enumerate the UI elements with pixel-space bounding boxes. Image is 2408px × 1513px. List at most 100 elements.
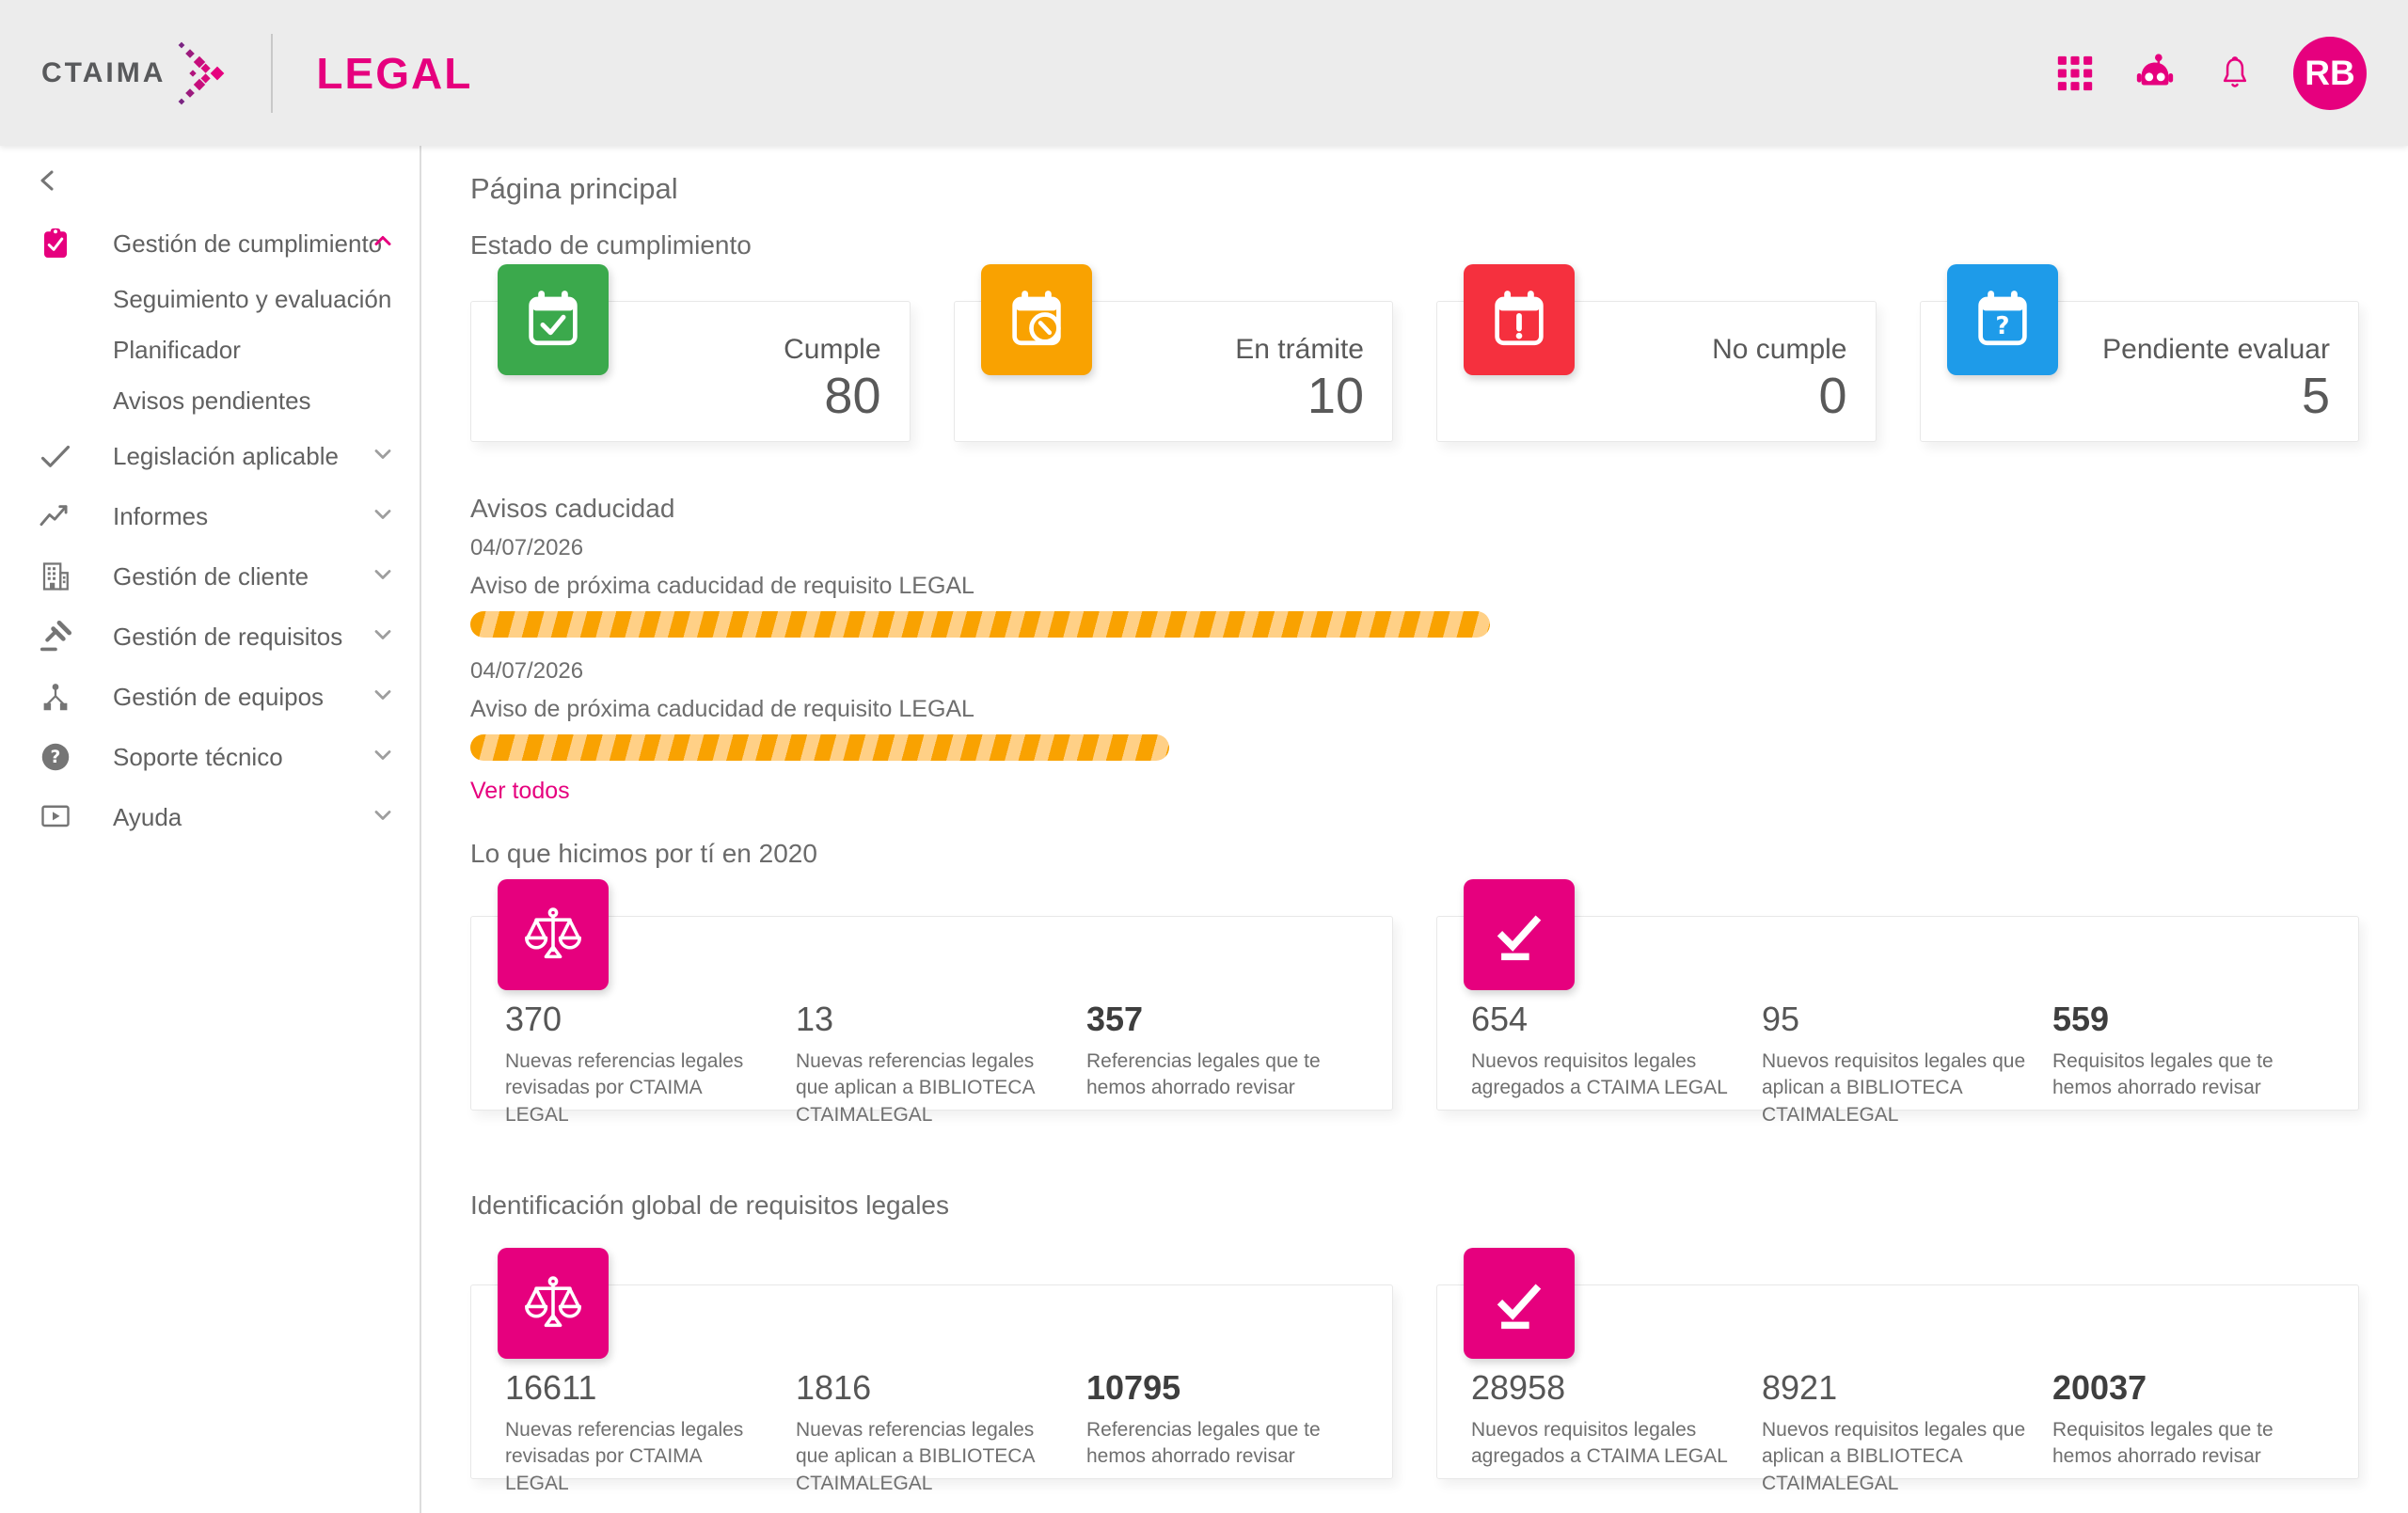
stat-card-referencias-global: 16611 Nuevas referencias legales revisad… bbox=[470, 1248, 1393, 1494]
estado-card-value-block: Cumple 80 bbox=[784, 334, 880, 423]
estado-card-value-block: Pendiente evaluar 5 bbox=[2102, 334, 2330, 423]
estado-cards-row: Cumple 80 bbox=[470, 264, 2359, 442]
stats-row: 16611 Nuevas referencias legales revisad… bbox=[471, 1285, 1392, 1497]
sidebar-item-planificador[interactable]: Planificador bbox=[0, 324, 420, 375]
estado-card-cumple[interactable]: Cumple 80 bbox=[470, 264, 911, 442]
sidebar-item-label: Ayuda bbox=[113, 802, 182, 831]
main-content: Página principal Estado de cumplimiento bbox=[421, 146, 2408, 1513]
stat-desc: Nuevas referencias legales revisadas por… bbox=[505, 1050, 744, 1126]
sidebar-item-legislacion-aplicable[interactable]: Legislación aplicable bbox=[0, 426, 420, 486]
stat-item: 10795 Referencias legales que te hemos a… bbox=[1086, 1368, 1377, 1497]
stat-desc: Nuevos requisitos legales que aplican a … bbox=[1762, 1050, 2026, 1126]
building-icon bbox=[38, 559, 73, 593]
avisos-heading: Avisos caducidad bbox=[470, 494, 675, 523]
stats-row: 654 Nuevos requisitos legales agregados … bbox=[1437, 917, 2358, 1128]
stat-value: 95 bbox=[1762, 1000, 1800, 1038]
check-underline-icon bbox=[1464, 879, 1575, 990]
stat-card-requisitos-global: 28958 Nuevos requisitos legales agregado… bbox=[1436, 1248, 2359, 1494]
sidebar-nav: Gestión de cumplimiento Seguimiento y ev… bbox=[0, 213, 420, 847]
sidebar-item-seguimiento-evaluacion[interactable]: Seguimiento y evaluación bbox=[0, 274, 420, 324]
big-cards-row-global: 16611 Nuevas referencias legales revisad… bbox=[470, 1248, 2359, 1494]
apps-grid-icon[interactable] bbox=[2056, 55, 2094, 92]
stat-desc: Nuevas referencias legales que aplican a… bbox=[796, 1419, 1035, 1494]
aviso-progress-bar bbox=[470, 734, 1169, 761]
sidebar-item-label: Legislación aplicable bbox=[113, 441, 339, 470]
chevron-up-icon bbox=[371, 229, 395, 259]
stat-value: 10795 bbox=[1086, 1368, 1181, 1407]
estado-card-count: 0 bbox=[1818, 368, 1847, 424]
help-circle-icon: ? bbox=[38, 740, 73, 774]
estado-card-value-block: No cumple 0 bbox=[1712, 334, 1846, 423]
sidebar-item-gestion-requisitos[interactable]: Gestión de requisitos bbox=[0, 607, 420, 667]
stat-desc: Nuevos requisitos legales que aplican a … bbox=[1762, 1419, 2026, 1494]
stat-desc: Nuevos requisitos legales agregados a CT… bbox=[1471, 1419, 1728, 1468]
chevron-down-icon bbox=[371, 743, 395, 772]
sidebar-item-gestion-cumplimiento[interactable]: Gestión de cumplimiento bbox=[0, 213, 420, 274]
aviso-text: Aviso de próxima caducidad de requisito … bbox=[470, 573, 974, 599]
stat-desc: Nuevos requisitos legales agregados a CT… bbox=[1471, 1050, 1728, 1099]
sidebar-item-informes[interactable]: Informes bbox=[0, 486, 420, 546]
gavel-icon bbox=[38, 619, 73, 654]
aviso-progress-bar bbox=[470, 611, 1491, 638]
stat-item: 95 Nuevos requisitos legales que aplican… bbox=[1762, 1000, 2052, 1128]
sidebar-item-gestion-equipos[interactable]: Gestión de equipos bbox=[0, 667, 420, 727]
sidebar-item-label: Informes bbox=[113, 501, 209, 530]
calendar-clock-icon bbox=[980, 264, 1092, 375]
sidebar-item-soporte-tecnico[interactable]: ? Soporte técnico bbox=[0, 727, 420, 787]
page-title: Página principal bbox=[470, 172, 678, 205]
stat-card-requisitos-2020: 654 Nuevos requisitos legales agregados … bbox=[1436, 879, 2359, 1126]
check-underline-icon bbox=[1464, 1248, 1575, 1359]
brand-divider bbox=[271, 33, 274, 113]
sidebar-subitem-label: Seguimiento y evaluación bbox=[113, 284, 392, 313]
chevron-down-icon bbox=[371, 442, 395, 471]
sidebar-item-label: Gestión de cliente bbox=[113, 561, 309, 591]
estado-card-label: Cumple bbox=[784, 334, 881, 365]
sidebar-item-label: Gestión de equipos bbox=[113, 682, 325, 711]
stat-value: 654 bbox=[1471, 1000, 1529, 1038]
stat-item: 8921 Nuevos requisitos legales que aplic… bbox=[1762, 1368, 2052, 1497]
stat-item: 16611 Nuevas referencias legales revisad… bbox=[505, 1368, 796, 1497]
sidebar-collapse-button[interactable] bbox=[32, 165, 64, 197]
sidebar-item-avisos-pendientes[interactable]: Avisos pendientes bbox=[0, 375, 420, 426]
avatar-initials: RB bbox=[2305, 53, 2355, 92]
stat-value: 13 bbox=[796, 1000, 834, 1038]
chevron-down-icon bbox=[371, 502, 395, 531]
aviso-item: 04/07/2026 Aviso de próxima caducidad de… bbox=[470, 535, 2359, 638]
estado-card-pendiente-evaluar[interactable]: ? Pendiente evaluar 5 bbox=[1919, 264, 2359, 442]
calendar-check-icon bbox=[498, 264, 609, 375]
company-logo-text: CTAIMA bbox=[41, 56, 166, 88]
sidebar-item-gestion-cliente[interactable]: Gestión de cliente bbox=[0, 546, 420, 607]
stat-item: 13 Nuevas referencias legales que aplica… bbox=[796, 1000, 1086, 1128]
estado-card-no-cumple[interactable]: No cumple 0 bbox=[1436, 264, 1877, 442]
assistant-robot-icon[interactable] bbox=[2133, 52, 2177, 95]
stat-item: 1816 Nuevas referencias legales que apli… bbox=[796, 1368, 1086, 1497]
estado-card-en-tramite[interactable]: En trámite 10 bbox=[953, 264, 1393, 442]
header-actions: RB bbox=[2056, 36, 2367, 110]
check-icon bbox=[38, 438, 73, 474]
estado-card-count: 5 bbox=[2301, 368, 2330, 424]
chevron-down-icon bbox=[371, 623, 395, 652]
scales-icon bbox=[498, 879, 609, 990]
scales-icon bbox=[498, 1248, 609, 1359]
stat-desc: Requisitos legales que te hemos ahorrado… bbox=[2052, 1419, 2273, 1468]
notifications-bell-icon[interactable] bbox=[2216, 53, 2254, 94]
ver-todos-link[interactable]: Ver todos bbox=[470, 778, 570, 804]
video-help-icon bbox=[38, 800, 73, 834]
sidebar-item-ayuda[interactable]: Ayuda bbox=[0, 787, 420, 847]
stat-value: 8921 bbox=[1762, 1368, 1838, 1407]
estado-card-label: En trámite bbox=[1235, 334, 1364, 365]
stat-desc: Nuevas referencias legales que aplican a… bbox=[796, 1050, 1035, 1126]
chevron-down-icon bbox=[371, 683, 395, 712]
stat-item: 559 Requisitos legales que te hemos ahor… bbox=[2052, 1000, 2343, 1128]
svg-text:?: ? bbox=[1995, 312, 2009, 340]
stat-item: 370 Nuevas referencias legales revisadas… bbox=[505, 1000, 796, 1128]
stats-row: 370 Nuevas referencias legales revisadas… bbox=[471, 917, 1392, 1128]
sidebar-item-label: Gestión de requisitos bbox=[113, 622, 343, 651]
section-heading-global: Identificación global de requisitos lega… bbox=[470, 1190, 949, 1220]
chevron-down-icon bbox=[371, 803, 395, 832]
user-avatar[interactable]: RB bbox=[2293, 36, 2367, 110]
sidebar-item-label: Gestión de cumplimiento bbox=[113, 229, 383, 258]
aviso-text: Aviso de próxima caducidad de requisito … bbox=[470, 696, 974, 722]
calendar-alert-icon bbox=[1464, 264, 1575, 375]
